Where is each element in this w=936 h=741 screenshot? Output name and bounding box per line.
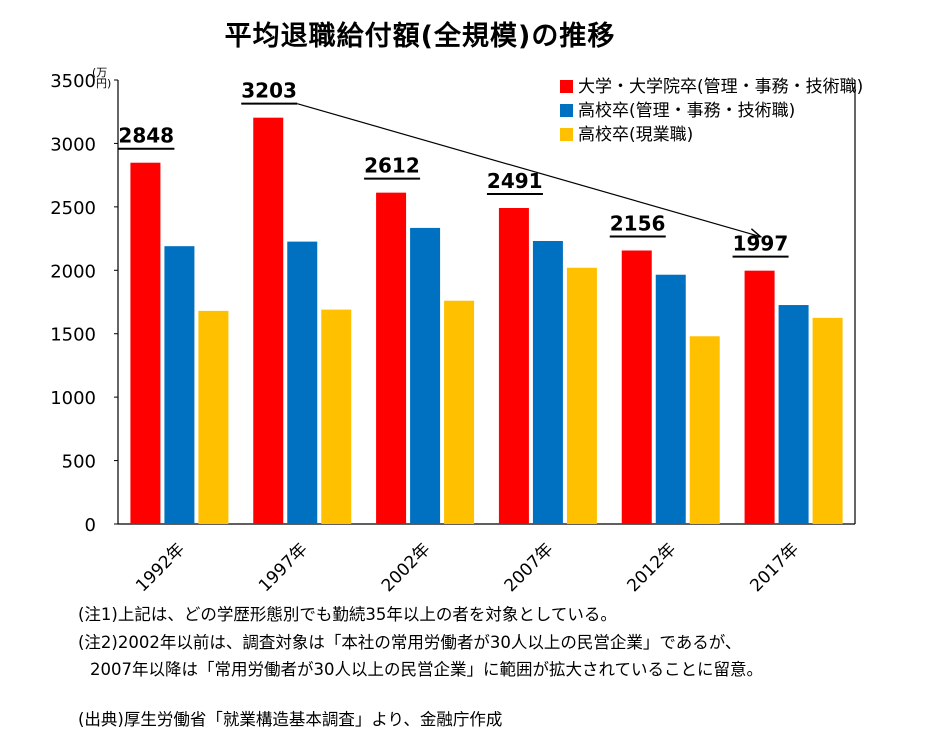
legend-swatch <box>560 104 573 117</box>
data-label: 1997 <box>733 232 789 256</box>
y-tick-label: 1500 <box>50 325 96 346</box>
y-tick-label: 2000 <box>50 261 96 282</box>
bar-2 <box>778 305 809 524</box>
bar-3 <box>444 300 475 524</box>
bar-1 <box>130 162 161 524</box>
y-tick-label: 2500 <box>50 198 96 219</box>
x-tick-label: 2002年 <box>378 539 435 596</box>
note-2-line-1: (注2)2002年以前は、調査対象は「本社の常用労働者が30人以上の民営企業」で… <box>78 633 742 652</box>
note-2-line-2: 2007年以降は「常用労働者が30人以上の民営企業」に範囲が拡大されていることに… <box>90 660 763 679</box>
data-label: 2848 <box>118 124 174 148</box>
bar-3 <box>198 310 229 524</box>
x-tick-label: 1997年 <box>255 539 312 596</box>
bar-2 <box>287 241 318 524</box>
bar-3 <box>689 336 720 524</box>
bar-2 <box>164 246 195 524</box>
x-tick-label: 2017年 <box>746 539 803 596</box>
bar-1 <box>498 207 529 525</box>
note-1: (注1)上記は、どの学歴形態別でも勤続35年以上の者を対象としている。 <box>78 605 617 624</box>
y-tick-label: 3500 <box>50 71 96 92</box>
legend-label: 大学・大学院卒(管理・事務・技術職) <box>578 77 863 97</box>
data-label: 2612 <box>364 154 420 178</box>
bar-1 <box>376 192 407 524</box>
chart-title: 平均退職給付額(全規模)の推移 <box>224 21 616 52</box>
y-tick-label: 1000 <box>50 388 96 409</box>
x-tick-label: 1992年 <box>132 539 189 596</box>
bar-1 <box>253 117 284 524</box>
bar-chart: 0 500 1000 1500 2000 2500 3000 3500(万円) 1992年 199… <box>50 66 863 596</box>
data-label: 2491 <box>487 169 543 193</box>
y-tick-label: 0 <box>85 515 96 536</box>
data-label: 2156 <box>610 211 666 235</box>
y-tick-label: 500 <box>62 452 96 473</box>
data-label: 3203 <box>241 79 297 103</box>
bar-3 <box>321 309 352 524</box>
bar-1 <box>744 270 775 524</box>
source-note: (出典)厚生労働省「就業構造基本調査」より、金融庁作成 <box>78 710 503 729</box>
bar-2 <box>410 227 441 524</box>
y-tick-label: 3000 <box>50 134 96 155</box>
x-tick-label: 2007年 <box>501 539 558 596</box>
legend-swatch <box>560 80 573 93</box>
bar-1 <box>621 250 652 524</box>
x-tick-label: 2012年 <box>624 539 681 596</box>
trend-arrow <box>297 103 763 240</box>
legend-label: 高校卒(管理・事務・技術職) <box>578 101 795 121</box>
bar-2 <box>655 274 686 524</box>
y-axis-unit: (万円) <box>92 66 111 90</box>
bar-3 <box>812 317 843 524</box>
legend-swatch <box>560 128 573 141</box>
bar-3 <box>566 267 597 524</box>
legend-label: 高校卒(現業職) <box>578 125 693 145</box>
bar-2 <box>532 240 563 524</box>
